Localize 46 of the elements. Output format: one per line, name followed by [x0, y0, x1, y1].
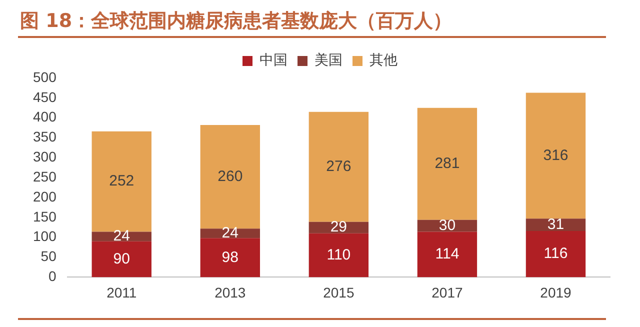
- x-tick-label: 2017: [432, 284, 463, 300]
- y-tick-label: 0: [48, 268, 57, 284]
- y-tick-label: 100: [33, 228, 57, 244]
- x-tick-label: 2015: [323, 284, 354, 300]
- y-tick-label: 400: [33, 108, 57, 125]
- data-label: 260: [218, 168, 243, 185]
- y-tick-label: 500: [33, 68, 57, 85]
- data-label: 316: [543, 146, 568, 164]
- x-tick-label: 2011: [106, 284, 137, 300]
- data-label: 276: [326, 158, 352, 175]
- legend-label: 美国: [314, 52, 342, 69]
- y-tick-label: 150: [33, 208, 57, 224]
- bar: [308, 112, 369, 222]
- data-label: 98: [222, 248, 238, 266]
- y-tick-label: 50: [40, 248, 57, 264]
- y-tick-label: 250: [33, 168, 57, 184]
- bar: [92, 131, 152, 232]
- data-label: 110: [326, 246, 351, 264]
- bar: [526, 218, 586, 231]
- y-tick-label: 450: [33, 88, 57, 105]
- legend-label: 其他: [370, 52, 398, 69]
- x-tick-label: 2019: [540, 284, 572, 300]
- x-tick-label: 2013: [214, 284, 246, 300]
- data-label: 281: [434, 154, 460, 172]
- data-label: 31: [547, 216, 564, 233]
- y-tick-label: 300: [33, 148, 57, 165]
- chart-title: 图 18：全球范围内糖尿病患者基数庞大（百万人）: [20, 9, 452, 34]
- bar: [417, 108, 478, 220]
- data-label: 29: [330, 218, 348, 236]
- data-label: 24: [222, 224, 238, 242]
- bar: [308, 233, 369, 278]
- data-label: 90: [113, 250, 130, 268]
- bar: [526, 230, 586, 278]
- bar: [200, 125, 260, 229]
- y-tick-label: 350: [33, 128, 57, 145]
- data-label: 116: [544, 245, 568, 262]
- data-label: 114: [435, 246, 460, 263]
- data-label: 30: [438, 216, 456, 234]
- bar: [200, 238, 260, 278]
- bar: [526, 92, 586, 219]
- bar: [417, 232, 478, 278]
- data-label: 24: [113, 228, 130, 245]
- legend-label: 中国: [260, 52, 288, 69]
- y-tick-label: 200: [33, 188, 57, 204]
- data-label: 252: [109, 172, 134, 190]
- bar: [92, 241, 152, 278]
